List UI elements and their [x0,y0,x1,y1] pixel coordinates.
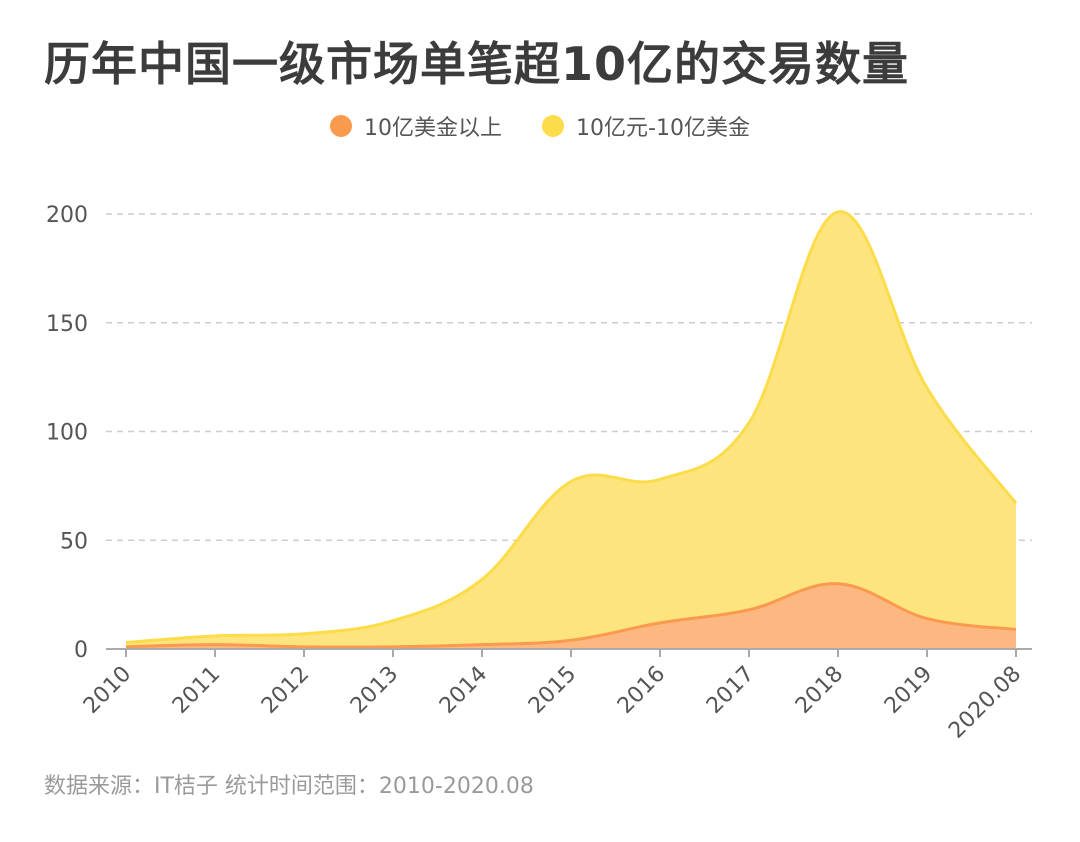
x-tick-label: 2010 [79,662,136,719]
legend-swatch-orange [330,115,353,137]
area-fill-series-0[interactable] [126,583,1016,649]
y-tick-label: 100 [46,421,88,446]
x-tick-label: 2017 [702,662,759,719]
x-tick-label: 2011 [168,662,225,719]
y-tick-label: 150 [46,312,88,337]
legend-item-over-1b-usd[interactable]: 10亿美金以上 [330,110,502,142]
x-tick-label: 2020.08 [944,662,1026,744]
x-tick-label: 2015 [524,662,581,719]
x-tick-label: 2014 [435,662,492,719]
area-line-series-1 [125,210,1018,644]
x-tick-label: 2013 [346,662,403,719]
x-tick-label: 2019 [880,662,937,719]
area-series [125,210,1018,649]
chart-title: 历年中国一级市场单笔超10亿的交易数量 [44,37,910,91]
legend-item-1b-cny-to-1b-usd[interactable]: 10亿元-10亿美金 [542,110,750,142]
x-tick-label: 2012 [257,662,314,719]
legend-label: 10亿元-10亿美金 [576,116,750,141]
y-tick-label: 200 [46,203,88,228]
source-note: 数据来源：IT桔子 统计时间范围：2010-2020.08 [44,774,534,799]
legend-swatch-yellow [542,115,565,137]
y-tick-label: 0 [74,638,88,663]
area-line-series-0 [125,582,1017,649]
x-tick-label: 2018 [791,662,848,719]
legend-label: 10亿美金以上 [364,116,503,141]
area-fill-series-1[interactable] [126,211,1016,649]
x-tick-label: 2016 [613,662,670,719]
legend: 10亿美金以上 10亿元-10亿美金 [0,110,1080,142]
y-tick-label: 50 [60,529,88,554]
